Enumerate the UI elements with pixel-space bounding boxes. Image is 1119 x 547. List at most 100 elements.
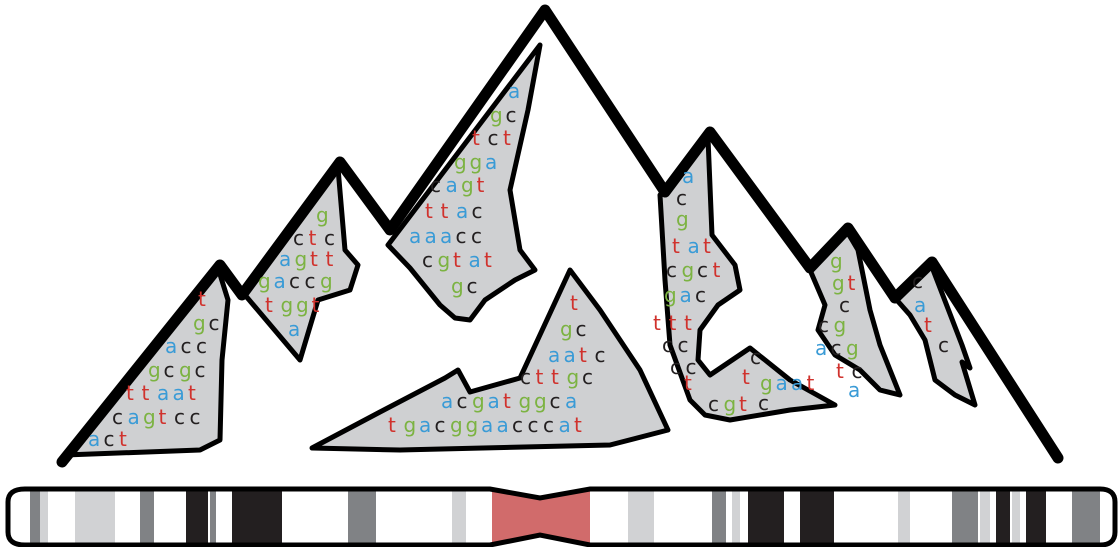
base-t: t — [309, 226, 317, 250]
peak-5-seq-line: g — [676, 207, 689, 231]
base-a: a — [288, 317, 300, 341]
base-c: c — [174, 405, 185, 429]
base-c: c — [472, 199, 483, 223]
base-g: g — [179, 358, 192, 382]
base-t: t — [739, 392, 747, 416]
base-a: a — [815, 336, 827, 360]
base-t: t — [503, 126, 511, 150]
base-t: t — [551, 365, 559, 389]
base-a: a — [456, 199, 468, 223]
base-g: g — [454, 150, 467, 174]
chromosome-band — [800, 489, 834, 545]
base-t: t — [713, 258, 721, 282]
base-a: a — [776, 371, 788, 395]
base-g: g — [724, 392, 737, 416]
chromosome-band — [232, 489, 282, 545]
base-c: c — [676, 186, 687, 210]
base-a: a — [446, 173, 458, 197]
chromosome-band — [186, 489, 208, 545]
base-c: c — [190, 405, 201, 429]
base-g: g — [295, 247, 308, 271]
base-g: g — [451, 274, 464, 298]
peak-7-region — [892, 259, 978, 408]
base-c: c — [695, 283, 706, 307]
base-t: t — [188, 381, 196, 405]
base-a: a — [165, 334, 177, 358]
base-c: c — [852, 359, 863, 383]
base-c: c — [467, 274, 478, 298]
mountain-ridge-outline — [56, 4, 1064, 468]
chromosome-outline — [5, 486, 1118, 547]
peak-7-seq-line: c — [912, 269, 923, 293]
base-g: g — [148, 358, 161, 382]
base-c: c — [750, 345, 761, 369]
base-g: g — [560, 317, 573, 341]
base-c: c — [818, 313, 829, 337]
base-t: t — [441, 199, 449, 223]
base-a: a — [157, 381, 169, 405]
base-g: g — [534, 389, 547, 413]
base-a: a — [565, 389, 577, 413]
base-t: t — [312, 293, 320, 317]
base-c: c — [550, 389, 561, 413]
chromosome-band — [732, 489, 740, 545]
base-t: t — [503, 389, 511, 413]
base-t: t — [198, 287, 206, 311]
base-c: c — [430, 173, 441, 197]
base-a: a — [128, 405, 140, 429]
base-t: t — [684, 371, 692, 395]
base-t: t — [477, 173, 485, 197]
base-g: g — [404, 413, 417, 437]
base-g: g — [320, 269, 333, 293]
base-c: c — [831, 336, 842, 360]
dna-sequence-letters: tg ca c cg c g ct t a a tc a g t c ca c tgc t ca g t tg a c c gt g g… — [88, 79, 949, 451]
base-c: c — [457, 389, 468, 413]
base-a: a — [848, 378, 860, 402]
peak-5-seq-line: c — [676, 186, 687, 210]
base-g: g — [193, 311, 206, 335]
peak-5b-seq-line: t — [742, 365, 750, 389]
base-t: t — [159, 405, 167, 429]
base-t: t — [574, 413, 582, 437]
base-c: c — [164, 358, 175, 382]
base-g: g — [438, 248, 451, 272]
base-c: c — [543, 413, 554, 437]
base-a: a — [419, 413, 431, 437]
peak-4-region — [309, 267, 671, 453]
base-c: c — [195, 358, 206, 382]
base-a: a — [485, 150, 497, 174]
base-g: g — [470, 150, 483, 174]
peak-7-seq-line: a — [914, 293, 926, 317]
base-c: c — [422, 248, 433, 272]
chromosome-band — [1012, 489, 1020, 545]
peak-5b-seq-line: c — [758, 391, 769, 415]
base-t: t — [388, 413, 396, 437]
peak-3-region — [385, 42, 543, 323]
chromosome-band — [140, 489, 154, 545]
chromosome-band — [30, 489, 40, 545]
base-a: a — [488, 389, 500, 413]
base-a: a — [682, 164, 694, 188]
base-c: c — [196, 334, 207, 358]
base-a: a — [548, 343, 560, 367]
base-a: a — [688, 234, 700, 258]
peak-6-seq-line: g — [830, 249, 843, 273]
base-c: c — [839, 293, 850, 317]
base-a: a — [680, 283, 692, 307]
